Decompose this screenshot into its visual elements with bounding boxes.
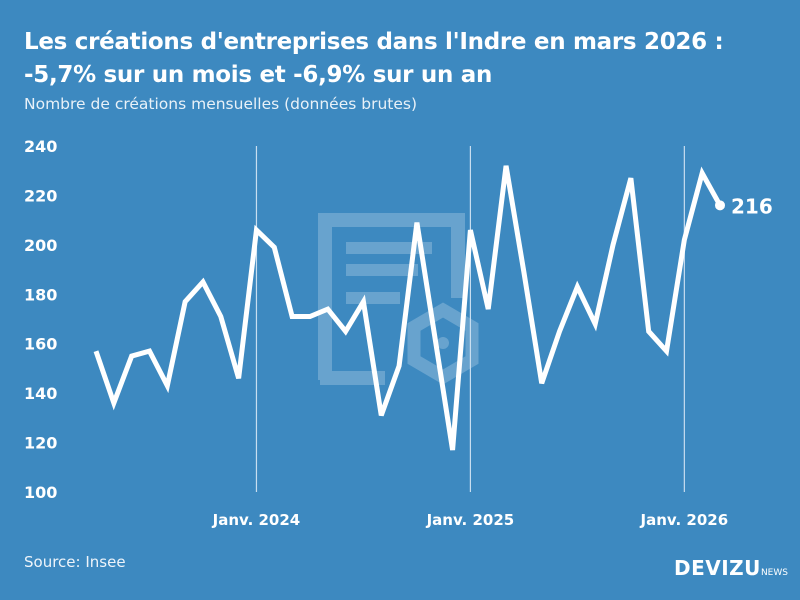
y-tick-label: 240 [24,137,57,156]
devizu-logo: DEVIZUNEWS [674,556,788,580]
chart-subtitle: Nombre de créations mensuelles (données … [24,95,418,113]
y-tick-label: 200 [24,236,57,255]
data-point [715,200,725,211]
chart-title: Les créations d'entreprises dans l'Indre… [24,29,724,88]
series-line [93,165,723,451]
y-tick-label: 120 [24,434,57,453]
x-tick-label: Janv. 2026 [640,511,729,529]
last-value-label: 216 [731,194,773,218]
watermark-document-icon [318,213,479,385]
y-tick-label: 220 [24,186,57,205]
logo-main: DEVIZU [674,556,761,580]
y-tick-label: 100 [24,483,57,502]
y-tick-label: 140 [24,384,57,403]
y-tick-label: 160 [24,335,57,354]
logo-suffix: NEWS [760,568,788,578]
y-tick-label: 180 [24,285,57,304]
x-tick-label: Janv. 2024 [212,511,301,529]
x-tick-label: Janv. 2025 [426,511,515,529]
source-note: Source: Insee [24,553,126,571]
